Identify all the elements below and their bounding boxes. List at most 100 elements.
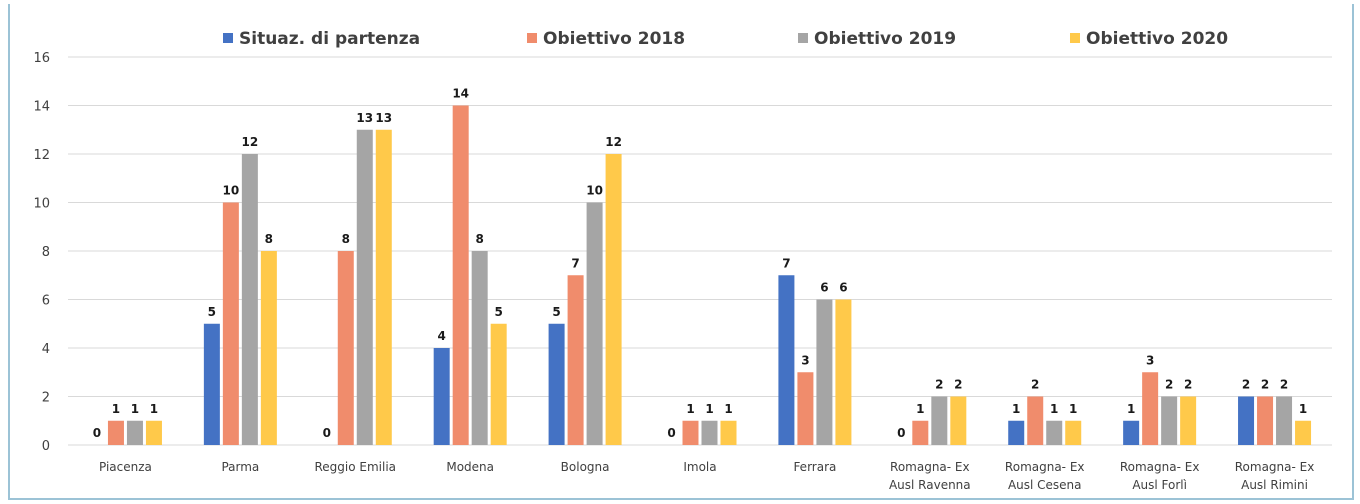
legend-label: Obiettivo 2020 xyxy=(1086,29,1228,49)
category-label: Ausl Forlì xyxy=(1132,478,1187,492)
y-tick-label: 12 xyxy=(33,148,50,163)
category-label: Reggio Emilia xyxy=(314,460,396,474)
y-tick-label: 6 xyxy=(42,294,50,309)
data-label: 1 xyxy=(1050,402,1058,416)
bar-1 xyxy=(778,275,795,445)
data-label: 13 xyxy=(375,111,392,125)
bar-2 xyxy=(1027,396,1044,445)
data-label: 8 xyxy=(265,232,273,246)
data-label: 2 xyxy=(1261,378,1269,392)
data-label: 13 xyxy=(356,111,373,125)
data-label: 1 xyxy=(1127,402,1135,416)
category-label: Ausl Ravenna xyxy=(889,478,971,492)
y-tick-label: 10 xyxy=(33,197,50,212)
data-label: 8 xyxy=(342,232,350,246)
bar-4 xyxy=(375,129,392,445)
category-label: Ferrara xyxy=(793,460,836,474)
data-label: 6 xyxy=(839,281,847,295)
bar-3 xyxy=(241,154,258,445)
bar-4 xyxy=(1065,420,1082,445)
legend-swatch xyxy=(1070,33,1080,43)
category-label: Romagna- Ex xyxy=(1005,460,1085,474)
bar-3 xyxy=(356,129,373,445)
category-label: Imola xyxy=(683,460,716,474)
data-label: 4 xyxy=(438,329,446,343)
bar-4 xyxy=(950,396,967,445)
bar-4 xyxy=(145,420,162,445)
bar-1 xyxy=(1238,396,1255,445)
top-strip xyxy=(0,0,1360,4)
legend-label: Obiettivo 2018 xyxy=(543,29,685,49)
y-tick-label: 16 xyxy=(33,51,50,66)
bar-2 xyxy=(337,251,354,445)
y-tick-label: 8 xyxy=(42,245,50,260)
data-label: 2 xyxy=(1242,378,1250,392)
y-tick-label: 4 xyxy=(42,342,50,357)
y-tick-label: 0 xyxy=(42,439,50,454)
data-label: 3 xyxy=(801,353,809,367)
bar-2 xyxy=(107,420,124,445)
legend-swatch xyxy=(527,33,537,43)
bar-3 xyxy=(1046,420,1063,445)
data-label: 1 xyxy=(724,402,732,416)
category-label: Romagna- Ex xyxy=(890,460,970,474)
category-label: Ausl Cesena xyxy=(1008,478,1082,492)
data-label: 2 xyxy=(1031,378,1039,392)
data-label: 1 xyxy=(150,402,158,416)
bar-2 xyxy=(682,420,699,445)
bar-3 xyxy=(931,396,948,445)
bar-3 xyxy=(471,251,488,445)
bar-3 xyxy=(126,420,143,445)
data-label: 8 xyxy=(476,232,484,246)
data-label: 2 xyxy=(1165,378,1173,392)
bar-1 xyxy=(548,323,565,445)
data-label: 2 xyxy=(935,378,943,392)
data-label: 7 xyxy=(571,256,579,270)
category-label: Piacenza xyxy=(99,460,152,474)
category-label: Romagna- Ex xyxy=(1120,460,1200,474)
data-label: 6 xyxy=(820,281,828,295)
data-label: 1 xyxy=(1299,402,1307,416)
data-label: 5 xyxy=(495,305,503,319)
data-label: 1 xyxy=(1069,402,1077,416)
bar-2 xyxy=(567,275,584,445)
bar-4 xyxy=(605,154,622,445)
data-label: 5 xyxy=(552,305,560,319)
data-label: 1 xyxy=(705,402,713,416)
legend-label: Obiettivo 2019 xyxy=(814,29,956,49)
data-label: 12 xyxy=(242,135,259,149)
bar-4 xyxy=(260,251,277,445)
legend-swatch xyxy=(798,33,808,43)
category-label: Bologna xyxy=(561,460,610,474)
bar-2 xyxy=(1257,396,1274,445)
y-tick-label: 2 xyxy=(42,391,50,406)
category-label: Romagna- Ex xyxy=(1235,460,1315,474)
bar-3 xyxy=(1276,396,1293,445)
data-label: 2 xyxy=(954,378,962,392)
data-label: 7 xyxy=(782,256,790,270)
legend-swatch xyxy=(223,33,233,43)
bar-2 xyxy=(797,372,814,445)
y-tick-label: 14 xyxy=(33,100,50,115)
data-label: 1 xyxy=(112,402,120,416)
bar-4 xyxy=(835,299,852,445)
bar-2 xyxy=(1142,372,1159,445)
bar-1 xyxy=(433,348,450,445)
data-label: 2 xyxy=(1280,378,1288,392)
data-label: 0 xyxy=(897,426,905,440)
data-label: 0 xyxy=(667,426,675,440)
data-label: 3 xyxy=(1146,353,1154,367)
bar-3 xyxy=(816,299,833,445)
data-label: 5 xyxy=(208,305,216,319)
bar-2 xyxy=(222,202,239,445)
bar-2 xyxy=(452,105,469,445)
data-label: 0 xyxy=(93,426,101,440)
bar-2 xyxy=(912,420,929,445)
data-label: 1 xyxy=(916,402,924,416)
bar-1 xyxy=(1123,420,1140,445)
data-label: 1 xyxy=(1012,402,1020,416)
data-label: 2 xyxy=(1184,378,1192,392)
data-label: 1 xyxy=(686,402,694,416)
bar-1 xyxy=(1008,420,1025,445)
